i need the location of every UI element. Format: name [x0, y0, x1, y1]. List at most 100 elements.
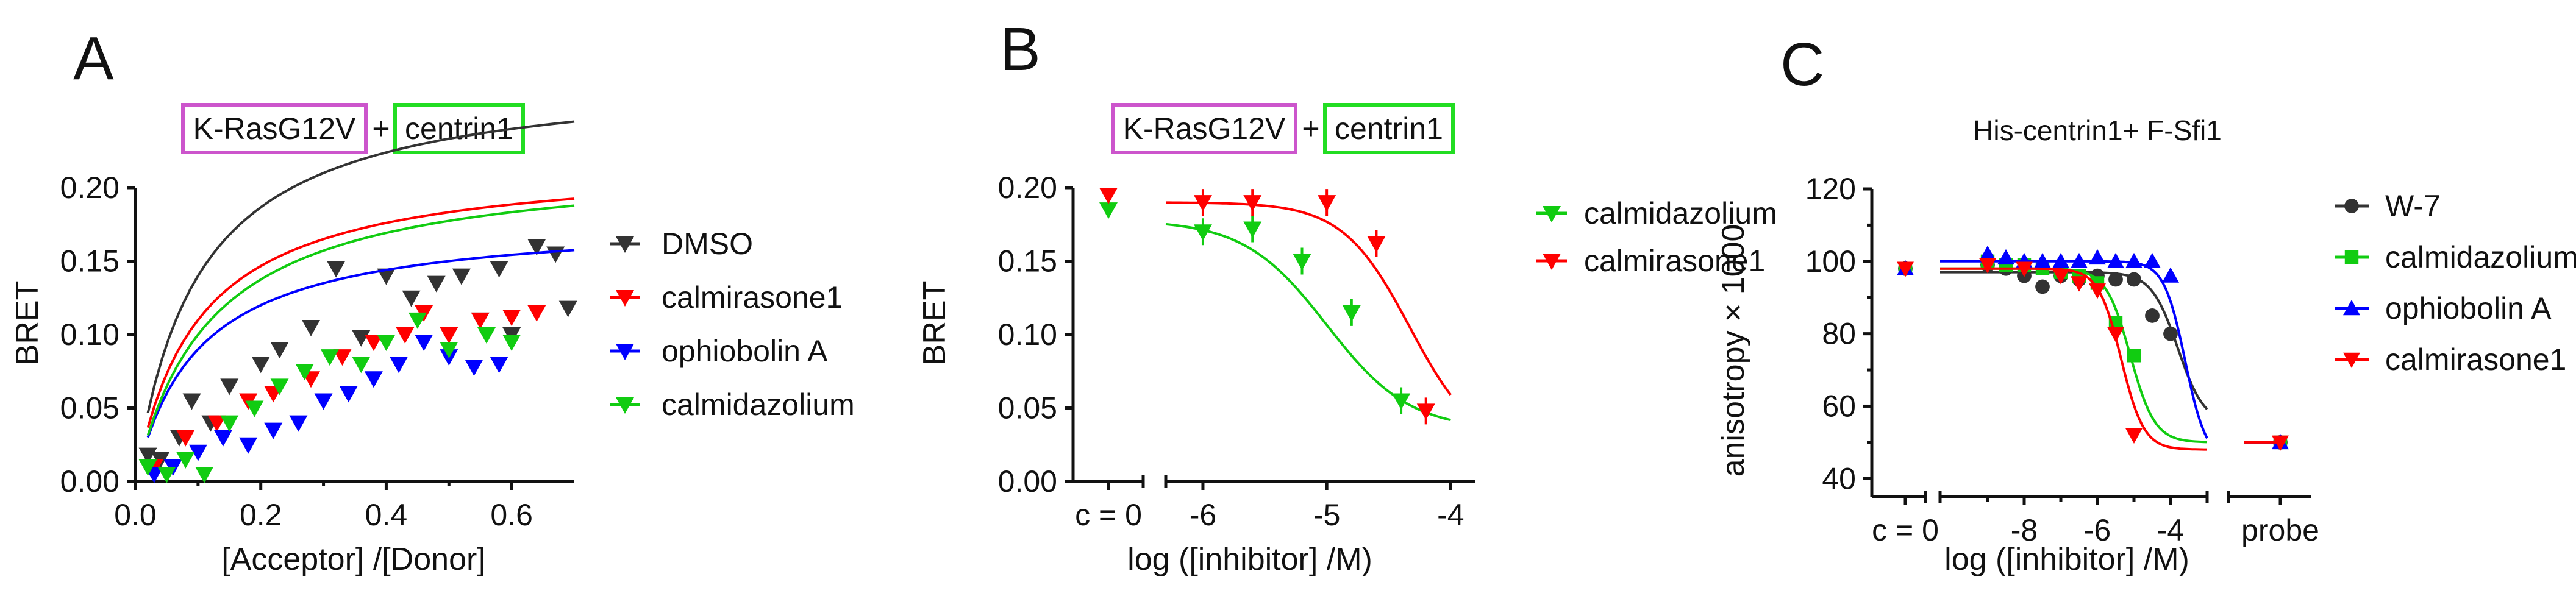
data-point-ophiobolin-a	[1997, 249, 2014, 265]
data-point-calmidazolium	[502, 335, 521, 352]
data-point-dmso	[302, 319, 320, 336]
data-point-ophiobolin-a	[264, 422, 283, 439]
y-tick-label: 0.05	[998, 391, 1057, 425]
header-label-centrin-b: centrin1	[1335, 112, 1443, 146]
data-point-calmidazolium	[377, 335, 396, 352]
y-tick-label: 0.00	[998, 464, 1057, 498]
x-tick-label: 0.6	[490, 498, 533, 532]
legend-marker-calmirasone1	[1543, 254, 1561, 270]
data-point-ophiobolin-a	[2034, 252, 2051, 269]
legend-marker-dmso	[616, 236, 634, 253]
data-point-calmidazolium	[352, 357, 371, 374]
panel-letter-a: A	[73, 24, 114, 93]
data-point-calmirasone1	[1416, 403, 1435, 420]
x-tick-label: -8	[2011, 513, 2038, 547]
x-tick-label: -4	[1437, 498, 1464, 532]
legend-label-ophiobolin-a: ophiobolin A	[662, 334, 828, 368]
data-point-ophiobolin-a	[2052, 252, 2069, 269]
panel-c-chart: c = 0 -8 -6 -4 probe 40 60 80 100 120 W-7 calmidazo…	[1805, 172, 2576, 547]
legend-label-calmidazolium: calmidazolium	[662, 388, 855, 422]
data-point-calmirasone1	[1193, 195, 1212, 212]
data-point-dmso	[251, 357, 270, 374]
data-point-calmidazolium	[220, 415, 239, 432]
data-point-dmso	[546, 246, 565, 263]
data-point-calmirasone1	[1979, 258, 1996, 274]
legend-label-calmidazolium: calmidazolium	[1584, 196, 1777, 230]
data-point-calmidazolium	[2127, 349, 2141, 363]
data-point-calmirasone1	[396, 327, 415, 344]
legend-marker-ophiobolin-a	[2343, 300, 2360, 316]
panel-b-chart: c = 0 -6 -5 -4 0.00 0.05 0.10 0.15 0.20 calmidazo…	[998, 171, 1777, 532]
data-point-dmso	[220, 378, 239, 396]
data-point-ophiobolin-a	[339, 386, 358, 403]
fit-curve-calmirasone1	[146, 197, 575, 428]
control-point-calmirasone1	[1099, 188, 1118, 205]
data-point-w-7	[2163, 326, 2178, 341]
panel-a-ylabel: BRET	[10, 281, 45, 366]
data-point-ophiobolin-a	[465, 360, 483, 377]
header-box-centrin-b	[1323, 103, 1455, 154]
x-tick-label: probe	[2241, 513, 2319, 547]
data-point-ophiobolin-a	[2162, 267, 2179, 283]
data-point-dmso	[182, 393, 201, 410]
data-point-ophiobolin-a	[188, 444, 207, 461]
panel-b-xlabel: log ([inhibitor] /M)	[1127, 542, 1372, 577]
panel-letter-b: B	[1000, 15, 1041, 83]
data-point-dmso	[427, 275, 446, 293]
x-tick-label: -6	[2084, 513, 2111, 547]
data-point-calmidazolium	[477, 327, 496, 344]
data-point-calmirasone1	[1318, 195, 1336, 212]
fit-curve-dmso	[146, 120, 575, 413]
data-point-ophiobolin-a	[214, 430, 232, 447]
x-tick-label: -5	[1313, 498, 1340, 532]
data-point-ophiobolin-a	[2089, 249, 2106, 265]
data-point-ophiobolin-a	[490, 357, 508, 374]
data-point-calmidazolium	[1293, 254, 1311, 271]
header-box-kras-a	[181, 103, 368, 154]
data-point-dmso	[327, 261, 346, 278]
legend-label-calmirasone1: calmirasone1	[1584, 244, 1765, 278]
y-tick-label: 0.15	[998, 244, 1057, 278]
data-point-ophiobolin-a	[364, 371, 383, 388]
data-point-calmirasone1	[2052, 269, 2069, 285]
data-point-calmirasone1	[2089, 283, 2106, 299]
panel-a-header: K-RasG12V + centrin1	[181, 103, 525, 154]
header-label-kras-a: K-RasG12V	[193, 112, 356, 146]
header-label-centrin-a: centrin1	[405, 112, 513, 146]
data-point-w-7	[2035, 279, 2050, 294]
panel-a-chart: 0.0 0.2 0.4 0.6 0.00 0.05 0.10 0.15 0.20 DMSO calm…	[60, 120, 855, 532]
y-tick-label: 0.10	[998, 318, 1057, 352]
data-point-ophiobolin-a	[1979, 245, 1996, 261]
data-point-calmirasone1	[1367, 236, 1386, 253]
legend-label-dmso: DMSO	[662, 227, 753, 261]
panel-c-xlabel: log ([inhibitor] /M)	[1944, 542, 2189, 577]
data-point-w-7	[2145, 308, 2160, 323]
data-point-calmirasone1	[176, 430, 195, 447]
data-point-dmso	[558, 300, 577, 318]
data-point-ophiobolin-a	[2107, 252, 2124, 269]
data-point-dmso	[377, 268, 396, 285]
fit-curve-calmidazolium	[146, 204, 575, 436]
legend-marker-calmirasone1	[2343, 352, 2360, 368]
legend-marker-calmidazolium	[2344, 250, 2359, 264]
data-point-ophiobolin-a	[2144, 252, 2161, 269]
data-point-calmirasone1	[2016, 261, 2033, 277]
data-point-calmirasone1	[207, 415, 226, 432]
x-tick-label: 0.2	[240, 498, 282, 532]
fit-curve-ophiobolin-a	[1940, 260, 2208, 439]
y-tick-label: 0.05	[60, 391, 120, 425]
data-point-dmso	[138, 447, 157, 464]
data-point-calmirasone1	[2125, 428, 2143, 444]
data-point-calmidazolium	[440, 342, 458, 359]
data-point-calmirasone1	[2107, 327, 2124, 342]
control-point-calmidazolium	[1099, 202, 1118, 219]
legend-marker-w-7	[2344, 199, 2359, 213]
x-tick-label: 0.0	[114, 498, 157, 532]
data-point-dmso	[402, 290, 421, 307]
data-point-w-7	[2108, 272, 2123, 287]
header-plus-b: +	[1302, 112, 1319, 146]
control-point-calmirasone1	[1897, 261, 1914, 277]
data-point-ophiobolin-a	[2071, 252, 2088, 269]
y-tick-label: 60	[1822, 389, 1856, 423]
